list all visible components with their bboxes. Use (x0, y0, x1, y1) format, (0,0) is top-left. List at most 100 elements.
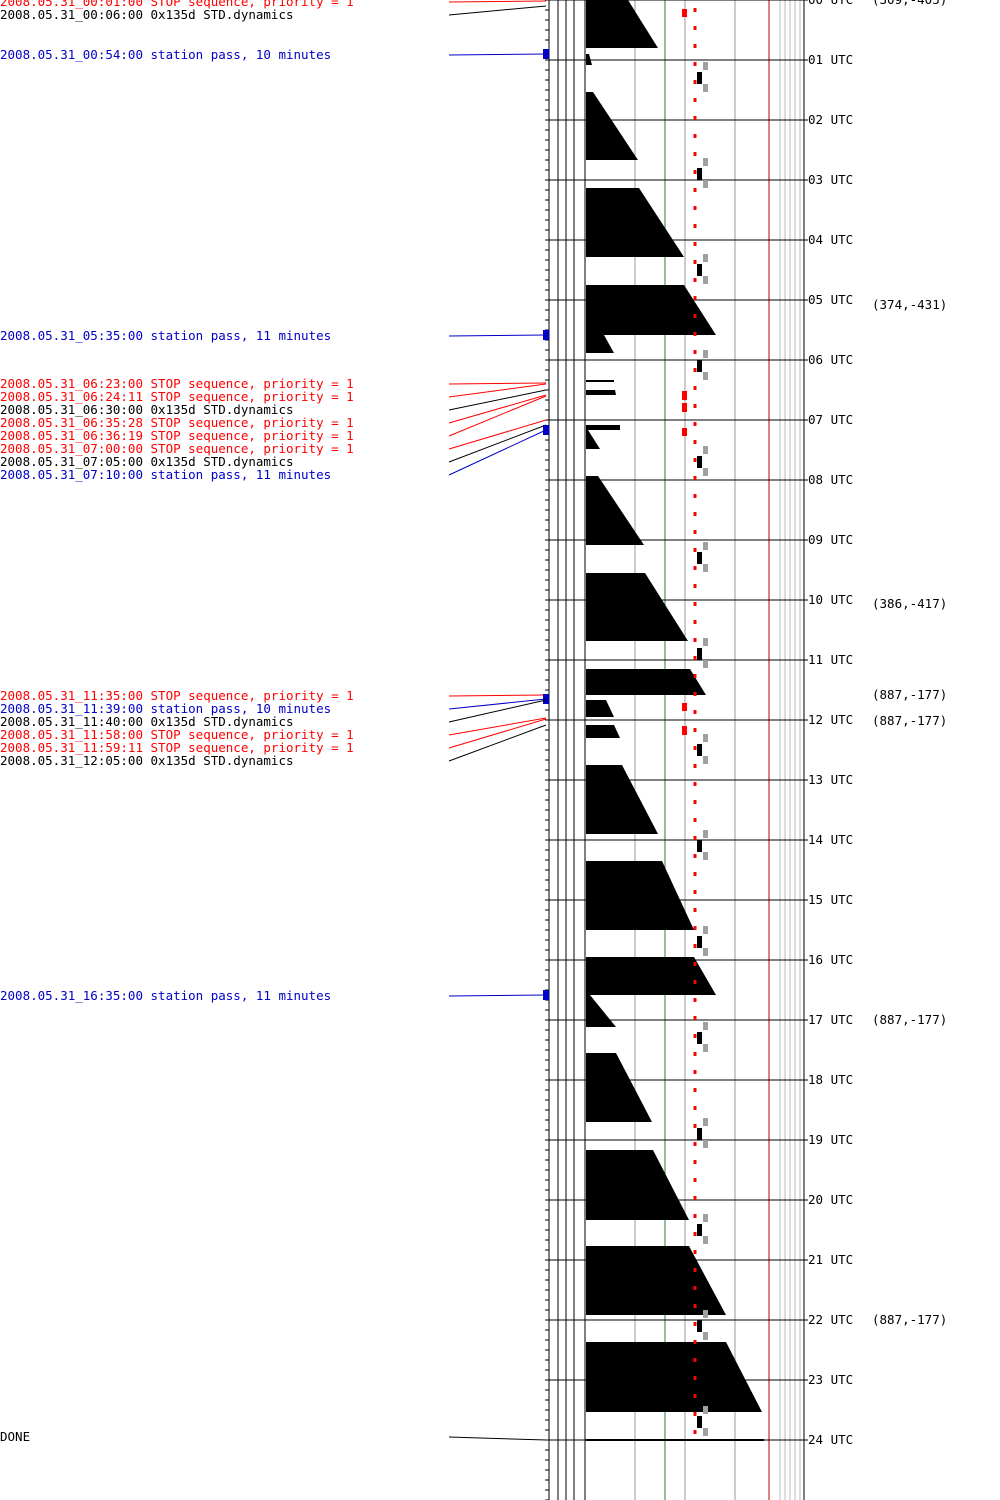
stop-marker (682, 9, 687, 17)
event-label: 2008.05.31_07:05:00 0x135d STD.dynamics (0, 454, 294, 469)
marker-block (697, 456, 702, 468)
marker-block (703, 446, 708, 454)
label-layer: 00 UTC 01 UTC 02 UTC 03 UTC 04 UTC 05 UTC 06 U… (808, 0, 947, 1447)
marker-block (697, 72, 702, 84)
event-label: 2008.05.31_12:05:00 0x135d STD.dynamics (0, 753, 294, 768)
event-label: 2008.05.31_06:36:19 STOP sequence, prior… (0, 428, 354, 443)
position-note: (309,-405) (872, 0, 947, 7)
event-label: 2008.05.31_00:06:00 0x135d STD.dynamics (0, 7, 294, 22)
marker-block (703, 1140, 708, 1148)
stop-marker (682, 428, 687, 436)
hour-label: 18 UTC (808, 1072, 853, 1087)
hour-label: 06 UTC (808, 352, 853, 367)
hour-label: 02 UTC (808, 112, 853, 127)
marker-block (697, 360, 702, 372)
marker-block (703, 350, 708, 358)
hour-label: 11 UTC (808, 652, 853, 667)
event-label: 2008.05.31_11:40:00 0x135d STD.dynamics (0, 714, 294, 729)
marker-block (697, 1224, 702, 1236)
position-note: (386,-417) (872, 596, 947, 611)
marker-block (697, 1032, 702, 1044)
hour-label: 20 UTC (808, 1192, 853, 1207)
event-label: 2008.05.31_06:35:28 STOP sequence, prior… (0, 415, 354, 430)
orbit-segment (586, 669, 706, 695)
orbit-segment (586, 861, 694, 930)
marker-block (697, 1128, 702, 1140)
orbit-segment (586, 54, 592, 65)
hour-label: 24 UTC (808, 1432, 853, 1447)
orbit-segment (586, 92, 638, 160)
marker-block (703, 372, 708, 380)
hour-label: 17 UTC (808, 1012, 853, 1027)
orbit-segment (586, 725, 620, 738)
stop-marker (682, 404, 687, 412)
hour-label: 07 UTC (808, 412, 853, 427)
orbit-segment (586, 390, 616, 395)
marker-block (703, 734, 708, 742)
hour-label: 01 UTC (808, 52, 853, 67)
orbit-segment (586, 1053, 652, 1122)
event-leader-line (448, 419, 547, 450)
hour-label: 16 UTC (808, 952, 853, 967)
event-leader-line (448, 1436, 547, 1441)
marker-block (703, 84, 708, 92)
event-leader-line (448, 53, 547, 56)
marker-block (703, 1406, 708, 1414)
marker-block (703, 1236, 708, 1244)
event-leader-line (448, 382, 547, 385)
orbit-segment (586, 285, 716, 335)
orbit-segment (586, 957, 716, 995)
event-leader-line (448, 389, 547, 411)
event-leader-line (448, 698, 547, 710)
marker-block (697, 840, 702, 852)
event-leader-line (448, 395, 547, 437)
event-label: 2008.05.31_07:10:00 station pass, 11 min… (0, 467, 331, 482)
marker-block (697, 1320, 702, 1332)
marker-block (703, 564, 708, 572)
orbit-segment (586, 1342, 762, 1412)
event-leader-line (448, 383, 547, 398)
hour-label: 04 UTC (808, 232, 853, 247)
event-leader-line (448, 717, 547, 736)
event-leader-line (448, 394, 547, 424)
event-leader-line (448, 424, 547, 463)
marker-block (703, 1022, 708, 1030)
position-note: (887,-177) (872, 713, 947, 728)
event-leader-line (448, 724, 547, 762)
position-note: (887,-177) (872, 1012, 947, 1027)
orbit-segment (586, 335, 614, 353)
station-pass-marker (543, 694, 549, 704)
event-layer: 2008.05.31_00:01:00 STOP sequence, prior… (0, 0, 687, 1444)
event-leader-line (448, 718, 547, 749)
orbit-segment (586, 1246, 726, 1315)
stop-marker (682, 727, 687, 735)
event-label: 2008.05.31_11:35:00 STOP sequence, prior… (0, 688, 354, 703)
event-label: 2008.05.31_11:59:11 STOP sequence, prior… (0, 740, 354, 755)
marker-block (703, 254, 708, 262)
event-label: 2008.05.31_16:35:00 station pass, 11 min… (0, 988, 331, 1003)
marker-block (703, 926, 708, 934)
hour-label: 22 UTC (808, 1312, 853, 1327)
marker-block (703, 660, 708, 668)
marker-block (703, 830, 708, 838)
position-note: (887,-177) (872, 1312, 947, 1327)
orbit-segment (586, 425, 620, 430)
station-pass-marker (543, 49, 549, 59)
event-label: 2008.05.31_00:54:00 station pass, 10 min… (0, 47, 331, 62)
event-label: 2008.05.31_11:39:00 station pass, 10 min… (0, 701, 331, 716)
hour-label: 03 UTC (808, 172, 853, 187)
marker-block (703, 948, 708, 956)
marker-block (703, 542, 708, 550)
event-leader-line (448, 994, 547, 997)
hour-label: 08 UTC (808, 472, 853, 487)
event-label: DONE (0, 1429, 30, 1444)
position-note: (374,-431) (872, 297, 947, 312)
hour-label: 10 UTC (808, 592, 853, 607)
marker-block (703, 62, 708, 70)
marker-block (697, 552, 702, 564)
orbit-segment (586, 573, 688, 641)
event-label: 2008.05.31_00:01:00 STOP sequence, prior… (0, 0, 354, 9)
marker-block (703, 1310, 708, 1318)
hour-label: 12 UTC (808, 712, 853, 727)
